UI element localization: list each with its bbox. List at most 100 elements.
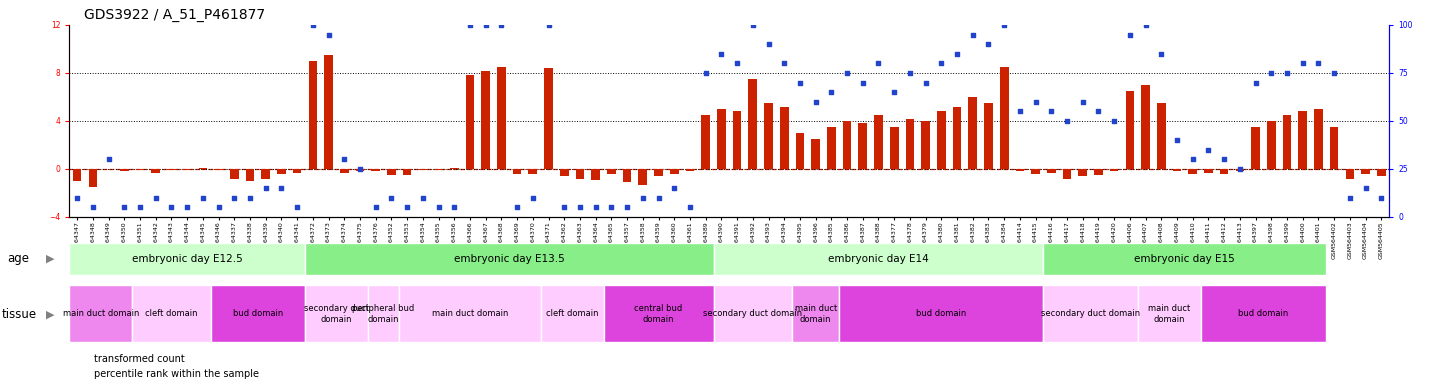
Text: embryonic day E14: embryonic day E14 [827,254,928,264]
Text: ▶: ▶ [46,310,55,320]
Bar [1362,169,1370,174]
Point [490,22,513,28]
Bar [355,169,364,171]
Bar [905,119,914,169]
Bar [732,111,741,169]
Point [222,195,245,201]
Text: embryonic day E13.5: embryonic day E13.5 [453,254,565,264]
Bar [368,285,399,343]
Bar [1204,169,1213,172]
Point [176,204,199,210]
Point [1118,31,1141,38]
Bar [544,68,553,169]
Point [1229,166,1252,172]
Bar [576,169,585,179]
Point [882,89,905,95]
Bar [1282,115,1291,169]
Bar [1266,121,1275,169]
Bar [921,121,930,169]
Bar [309,61,318,169]
Text: central bud
domain: central bud domain [634,304,683,324]
Bar [305,243,713,275]
Bar [604,285,713,343]
Bar [999,67,1008,169]
Bar [827,127,836,169]
Bar [592,169,601,180]
Bar [1220,169,1229,174]
Bar [152,169,160,172]
Point [820,89,843,95]
Bar [713,243,1044,275]
Point [695,70,718,76]
Point [788,79,812,86]
Point [1307,60,1330,66]
Bar [136,169,144,170]
Text: percentile rank within the sample: percentile rank within the sample [94,369,258,379]
Text: cleft domain: cleft domain [146,310,198,318]
Point [129,204,152,210]
Point [1339,195,1362,201]
Point [647,195,670,201]
Bar [1157,103,1165,169]
Text: bud domain: bud domain [915,310,966,318]
Bar [387,169,396,175]
Bar [953,107,962,169]
Point [160,204,183,210]
Bar [843,121,852,169]
Bar [812,139,820,169]
Point [553,204,576,210]
Point [725,60,748,66]
Bar [1095,169,1103,175]
Text: bud domain: bud domain [1239,310,1288,318]
Bar [481,71,490,169]
Point [1259,70,1282,76]
Point [1323,70,1346,76]
Bar [465,75,474,169]
Point [427,204,451,210]
Point [97,156,120,162]
Point [1056,118,1079,124]
Bar [72,169,81,181]
Bar [985,103,993,169]
Point [443,204,466,210]
Point [1370,195,1393,201]
Bar [245,169,254,181]
Point [1291,60,1314,66]
Text: main duct domain: main duct domain [62,310,139,318]
Bar [890,127,898,169]
Point [569,204,592,210]
Point [474,22,497,28]
Point [679,204,702,210]
Bar [1079,169,1087,176]
Bar [120,169,129,171]
Bar [1330,127,1339,169]
Bar [1200,285,1326,343]
Point [286,204,309,210]
Bar [1314,109,1323,169]
Bar [1031,169,1040,174]
Point [615,204,638,210]
Bar [277,169,286,174]
Bar [1138,285,1200,343]
Point [1040,108,1063,114]
Point [270,185,293,191]
Point [898,70,921,76]
Point [65,195,88,201]
Point [1165,137,1188,143]
Bar [670,169,679,174]
Bar [1063,169,1071,179]
Point [1275,70,1298,76]
Point [992,22,1015,28]
Bar [69,285,133,343]
Text: GDS3922 / A_51_P461877: GDS3922 / A_51_P461877 [84,8,264,22]
Bar [638,169,647,185]
Bar [261,169,270,179]
Bar [560,169,569,176]
Bar [796,133,804,169]
Text: secondary duct
domain: secondary duct domain [303,304,368,324]
Point [599,204,622,210]
Point [144,195,168,201]
Bar [654,169,663,176]
Point [1181,156,1204,162]
Point [836,70,859,76]
